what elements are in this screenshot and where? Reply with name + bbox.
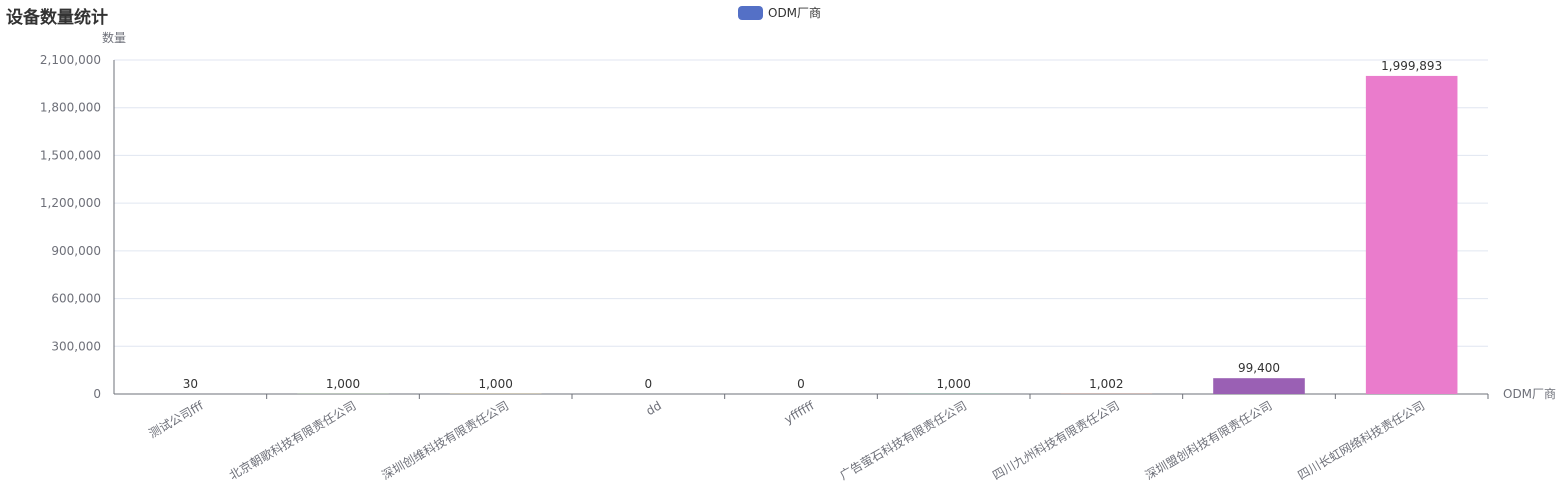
x-tick-label: 四川九州科技有限责任公司 [990,398,1122,482]
x-tick-label: 测试公司fff [146,397,207,441]
y-tick-label: 2,100,000 [40,53,101,67]
data-label: 1,000 [326,377,360,391]
data-label: 1,999,893 [1381,59,1442,73]
y-tick-label: 1,200,000 [40,196,101,210]
chart-title: 设备数量统计 [6,8,108,28]
x-tick-label: 广告萤石科技有限责任公司 [837,398,969,482]
data-label: 30 [183,377,198,391]
data-label: 0 [797,377,805,391]
x-tick-label: 北京朝歌科技有限责任公司 [226,398,358,483]
y-tick-label: 600,000 [51,292,101,306]
x-tick-label: 四川长虹网络科技责任公司 [1295,398,1427,483]
data-label: 0 [645,377,653,391]
x-tick-label: yffffff [782,398,817,426]
y-tick-label: 300,000 [51,339,101,353]
x-axis-label: ODM厂商 [1503,386,1556,401]
y-axis-label: 数量 [102,30,126,45]
legend-label: ODM厂商 [768,6,822,20]
bar [1213,378,1305,394]
y-tick-label: 900,000 [51,244,101,258]
legend-swatch [738,5,763,20]
bar [1365,75,1458,394]
data-label: 99,400 [1238,361,1280,375]
y-tick-label: 0 [93,387,101,401]
y-tick-label: 1,800,000 [40,101,101,115]
legend[interactable]: ODM厂商 [738,4,821,21]
x-tick-label: dd [644,398,664,418]
data-label: 1,000 [936,377,970,391]
y-tick-label: 1,500,000 [40,148,101,162]
x-tick-label: 深圳创维科技有限责任公司 [379,398,511,482]
x-tick-label: 深圳盟创科技有限责任公司 [1143,398,1275,482]
data-label: 1,000 [478,377,512,391]
data-label: 1,002 [1089,377,1123,391]
